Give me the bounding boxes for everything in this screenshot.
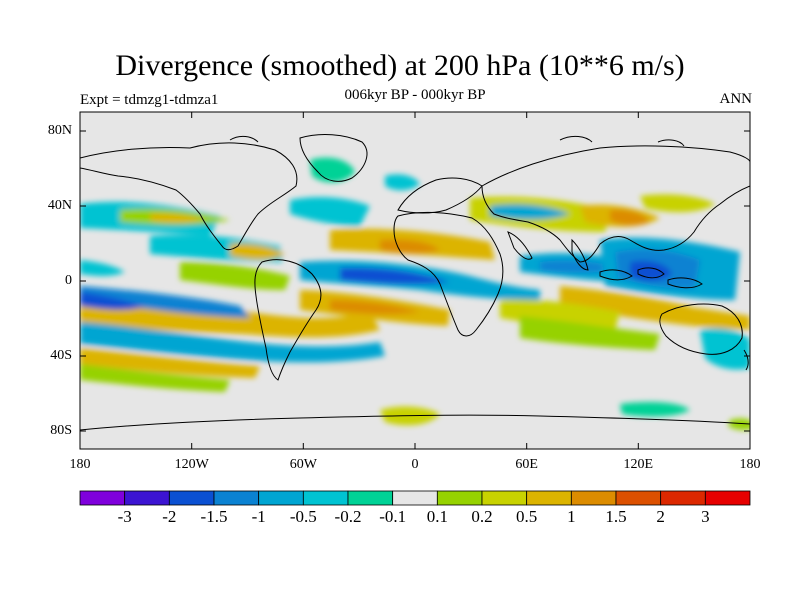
divergence-field xyxy=(80,134,750,431)
colorbar-label: 0.2 xyxy=(471,507,493,526)
colorbar-swatch xyxy=(168,490,215,506)
colorbar-swatch xyxy=(481,490,528,506)
colorbar-label: 0.1 xyxy=(426,507,448,526)
colorbar-label: 1.5 xyxy=(605,507,627,526)
map-title: Divergence (smoothed) at 200 hPa (10**6 … xyxy=(115,49,685,82)
colorbar-label: 2 xyxy=(656,507,665,526)
colorbar-swatch xyxy=(79,490,126,506)
lon-label-0: 0 xyxy=(411,457,419,472)
colorbar-swatch xyxy=(392,490,438,506)
lon-label-60e: 60E xyxy=(515,457,538,472)
season-label: ANN xyxy=(719,91,753,107)
colorbar-swatch xyxy=(213,490,260,506)
lat-label-80n: 80N xyxy=(47,123,72,138)
colorbar-swatch xyxy=(570,490,617,506)
colorbar-swatch xyxy=(615,490,662,506)
colorbar-swatch xyxy=(302,490,349,506)
lon-label-120w: 120W xyxy=(174,457,209,472)
colorbar-label: -2 xyxy=(162,507,177,526)
colorbar-swatch xyxy=(660,490,706,506)
lon-label-180-east: 180 xyxy=(739,457,761,472)
colorbar-swatch xyxy=(436,490,483,506)
colorbar-swatch xyxy=(258,490,304,506)
colorbar-label: -0.5 xyxy=(289,507,317,526)
coastlines xyxy=(80,134,750,431)
colorbar-swatch xyxy=(526,490,572,506)
lon-label-120e: 120E xyxy=(623,457,654,472)
colorbar-label: -0.2 xyxy=(334,507,362,526)
lat-label-40n: 40N xyxy=(47,198,72,213)
colorbar-swatch xyxy=(124,490,170,506)
lat-label-80s: 80S xyxy=(50,423,72,438)
colorbar-label: 1 xyxy=(567,507,576,526)
period-label: 006kyr BP - 000kyr BP xyxy=(344,87,486,103)
experiment-label: Expt = tdmzg1-tdmza1 xyxy=(80,92,219,108)
colorbar-label: 3 xyxy=(701,507,710,526)
lon-label-60w: 60W xyxy=(289,457,317,472)
colorbar-swatch xyxy=(704,490,751,506)
lat-label-40s: 40S xyxy=(50,348,72,363)
colorbar-label: -3 xyxy=(117,507,132,526)
lat-label-0: 0 xyxy=(65,273,72,288)
lon-tick-marks xyxy=(79,112,639,449)
colorbar-label: -1 xyxy=(251,507,266,526)
colorbar-label: -1.5 xyxy=(200,507,228,526)
lat-tick-marks xyxy=(80,130,750,432)
lon-label-180-west: 180 xyxy=(69,457,91,472)
colorbar-label: -0.1 xyxy=(379,507,407,526)
colorbar xyxy=(79,490,751,506)
colorbar-swatch xyxy=(347,490,394,506)
colorbar-label: 0.5 xyxy=(516,507,538,526)
